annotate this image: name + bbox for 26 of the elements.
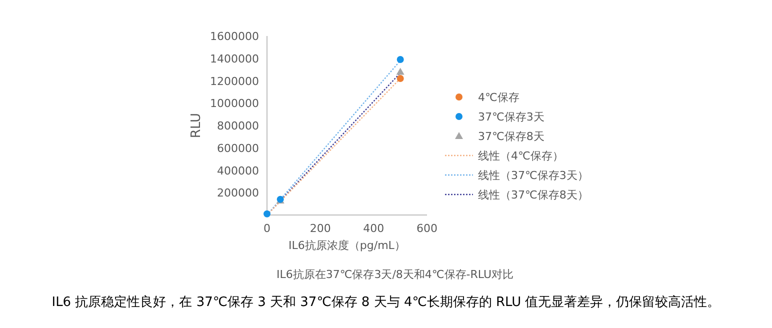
point bbox=[396, 68, 404, 75]
text: IL6 抗原稳定性良好，在 37℃保存 3 天和 37℃保存 8 天与 4℃长期保存的 RLU 值无显著差异，仍保留较高活性。 bbox=[52, 294, 720, 310]
text: IL6抗原在37℃保存3天/8天和4℃保存-RLU对比 bbox=[276, 268, 514, 281]
y-tick-label: 200000 bbox=[217, 186, 259, 200]
legend-label: 线性（37℃保存8天） bbox=[478, 188, 588, 202]
y-tick-label: 800000 bbox=[217, 120, 259, 132]
x-axis-title: IL6抗原浓度（pg/mL） bbox=[288, 239, 406, 252]
x-tick-label: 400 bbox=[363, 222, 384, 235]
y-tick-label: 1000000 bbox=[210, 97, 259, 110]
x-tick-label: 600 bbox=[416, 222, 438, 235]
y-tick-label: 1200000 bbox=[210, 74, 259, 88]
x-tick-label: 200 bbox=[310, 222, 331, 235]
y-tick-label: 1600000 bbox=[210, 30, 259, 43]
y-tick-label: 400000 bbox=[217, 164, 259, 178]
legend-label: 线性（37℃保存3天） bbox=[478, 169, 588, 182]
point bbox=[396, 75, 404, 82]
legend-label: 线性（4℃保存） bbox=[478, 150, 564, 162]
x-tick-label: 0 bbox=[264, 222, 270, 235]
y-axis-title: RLU bbox=[189, 112, 204, 138]
point bbox=[396, 56, 404, 63]
legend-label: 4℃保存 bbox=[478, 91, 520, 104]
point bbox=[264, 210, 270, 218]
y-tick-label: 600000 bbox=[217, 142, 259, 155]
legend-label: 37℃保存3天 bbox=[478, 110, 544, 124]
legend-label: 37℃保存8天 bbox=[478, 130, 544, 143]
y-tick-label: 1400000 bbox=[210, 52, 259, 66]
